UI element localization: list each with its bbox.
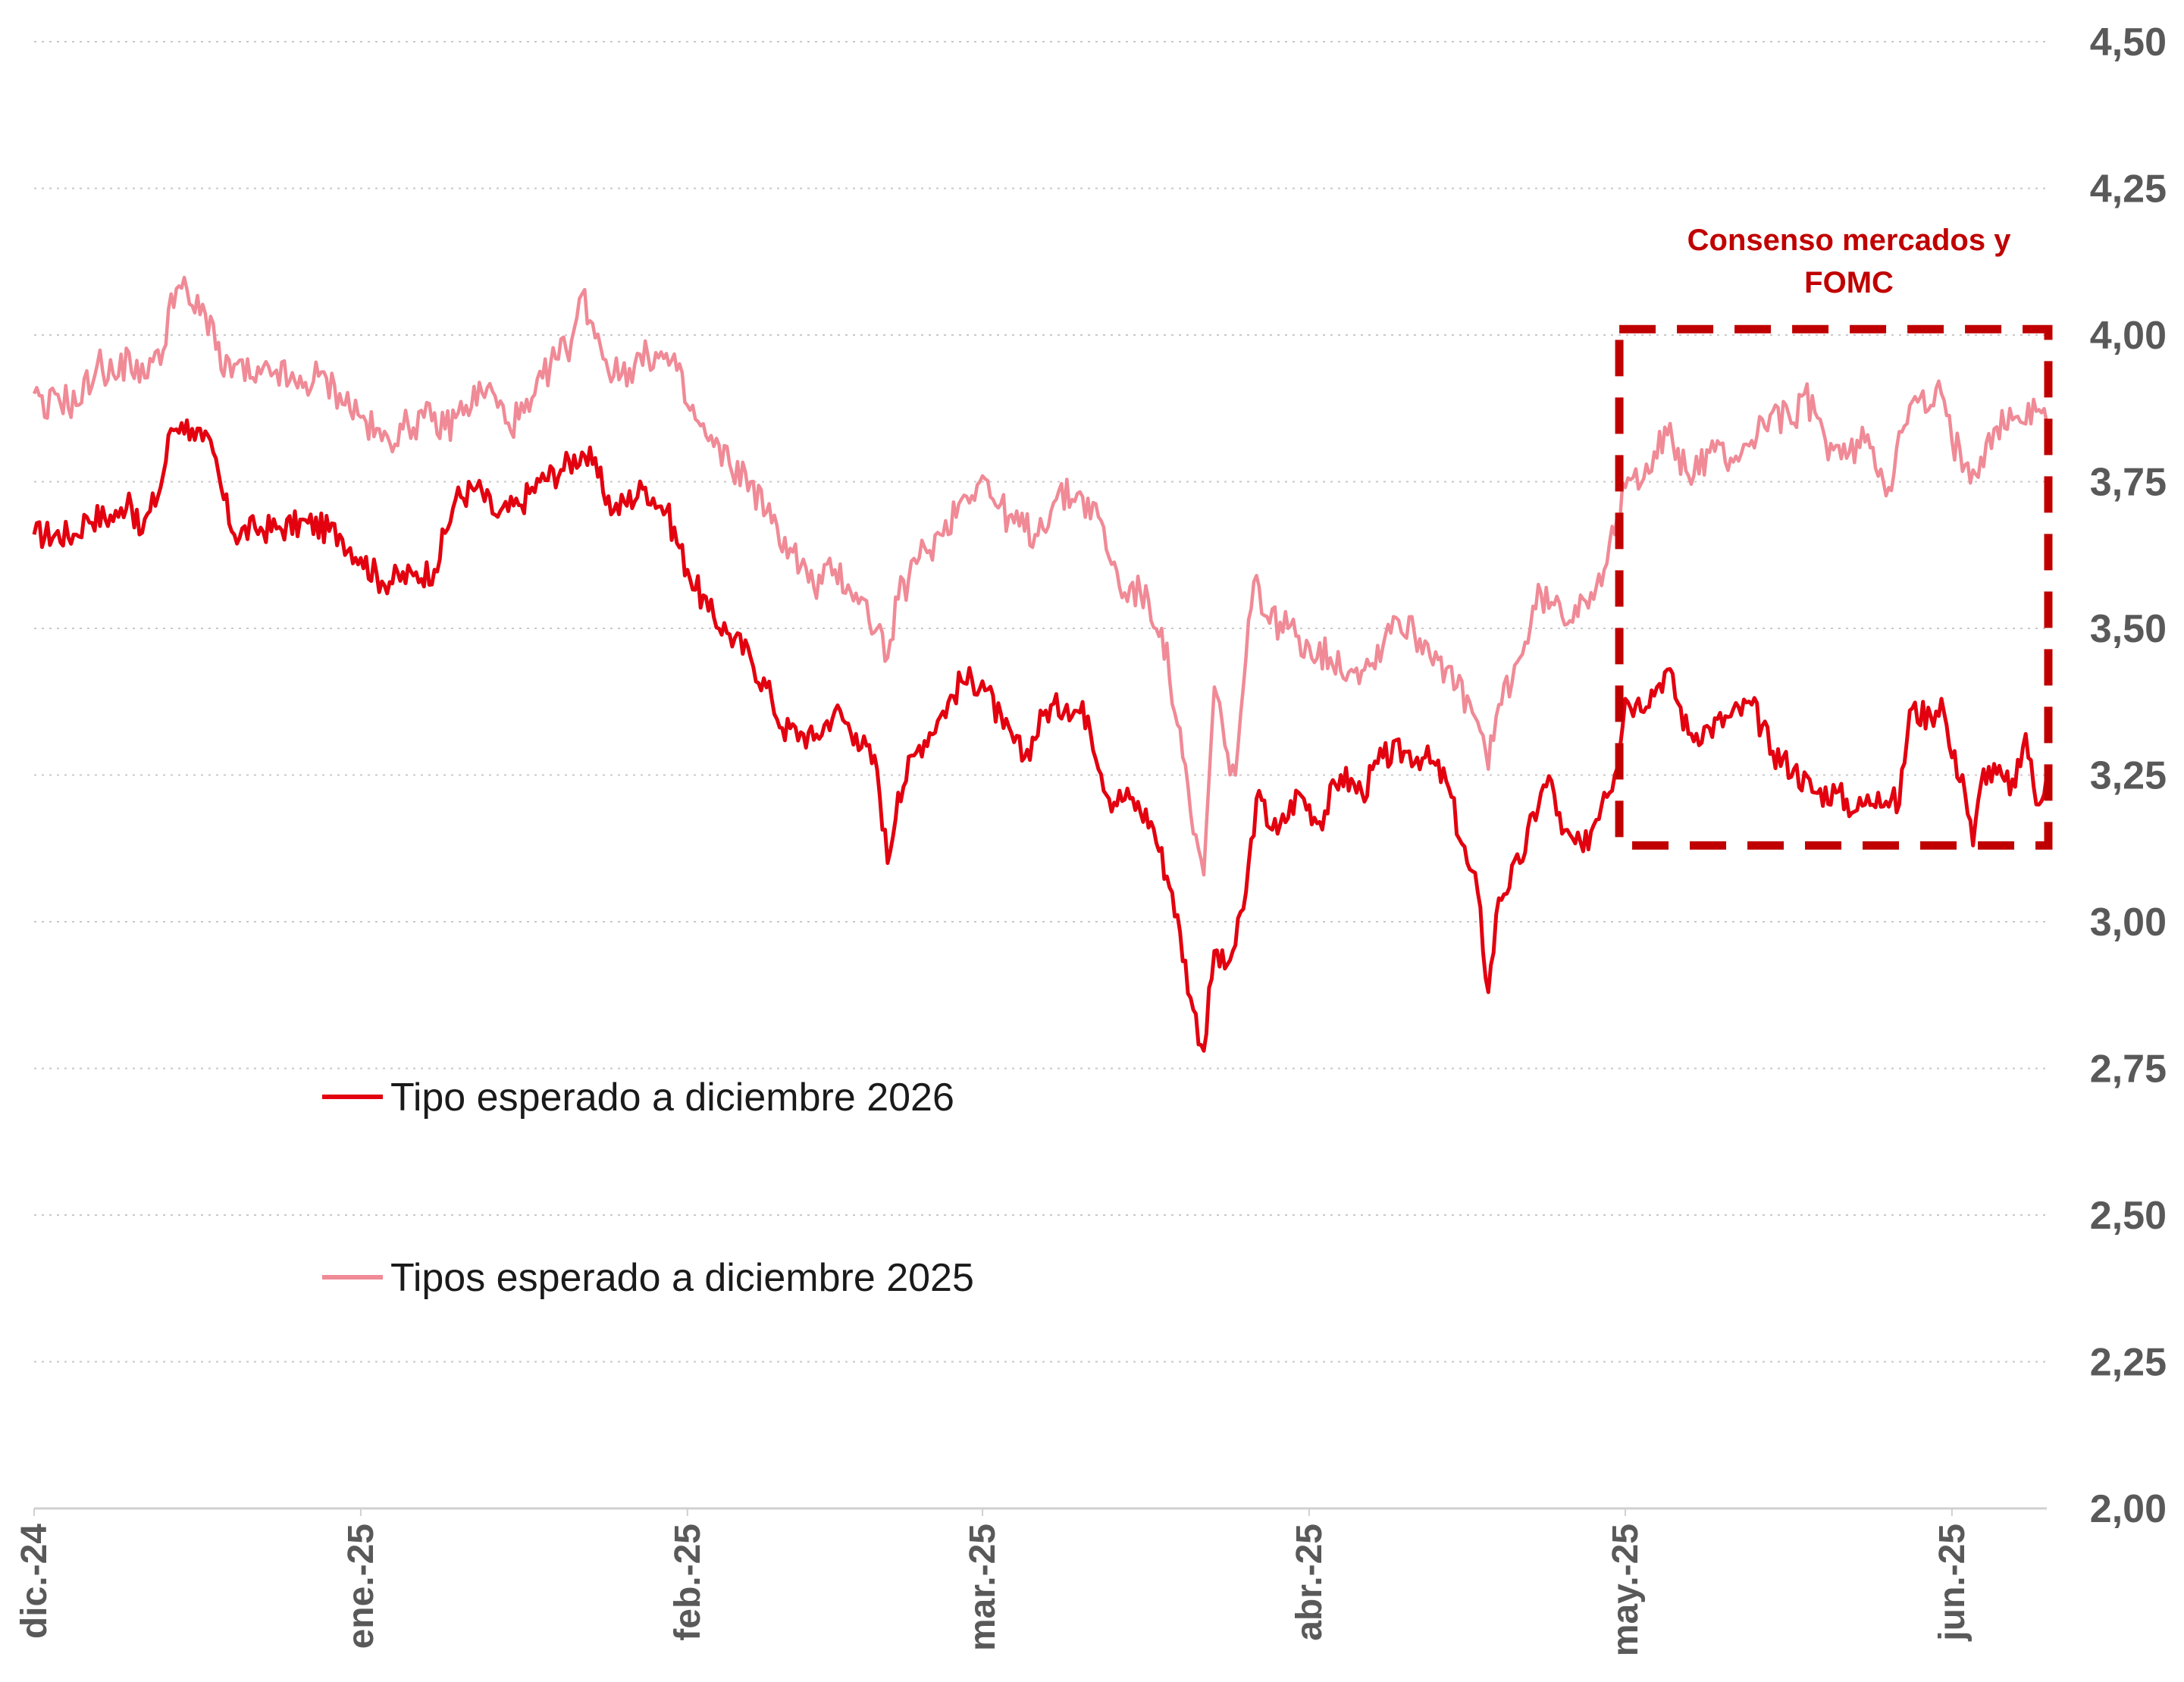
axes: 2,00 2,25 2,50 2,75 3,00 3,25 3,50 3,75 4,00 4,25… — [14, 20, 2167, 1656]
y-tick-label: 2,75 — [2090, 1048, 2167, 1092]
x-tick-label: ene.-25 — [341, 1524, 381, 1649]
legend-label: Tipos esperado a diciembre 2025 — [390, 1256, 974, 1300]
x-tick-label: jun.-25 — [1932, 1524, 1972, 1642]
y-tick-label: 2,00 — [2090, 1487, 2167, 1531]
y-tick-label: 3,75 — [2090, 461, 2167, 505]
annotation-box — [1615, 324, 2053, 850]
legend-label: Tipo esperado a diciembre 2026 — [390, 1076, 954, 1120]
x-tick-label: may.-25 — [1606, 1524, 1646, 1656]
y-tick-label: 2,50 — [2090, 1194, 2167, 1238]
legend: Tipo esperado a diciembre 2026 Tipos espe… — [322, 1076, 974, 1300]
series-line-2026 — [32, 418, 2049, 1053]
x-tick-label: feb.-25 — [668, 1524, 708, 1641]
y-tick-label: 4,00 — [2090, 314, 2167, 358]
annotation: Consenso mercados y FOMC — [1615, 224, 2053, 850]
x-tick-label: dic.-24 — [14, 1524, 55, 1639]
y-tick-label: 3,25 — [2090, 754, 2167, 798]
gridlines — [34, 41, 2047, 1510]
y-tick-label: 2,25 — [2090, 1341, 2167, 1385]
series — [32, 275, 2049, 1053]
y-tick-label: 4,25 — [2090, 168, 2167, 211]
y-tick-label: 4,50 — [2090, 20, 2167, 64]
y-tick-label: 3,00 — [2090, 901, 2167, 944]
series-line-2025 — [32, 275, 2049, 877]
x-tick-label: abr.-25 — [1289, 1524, 1330, 1641]
annotation-label: FOMC — [1804, 266, 1894, 299]
x-tick-label: mar.-25 — [963, 1524, 1003, 1651]
y-tick-label: 3,50 — [2090, 607, 2167, 651]
annotation-label: Consenso mercados y — [1687, 224, 2012, 257]
